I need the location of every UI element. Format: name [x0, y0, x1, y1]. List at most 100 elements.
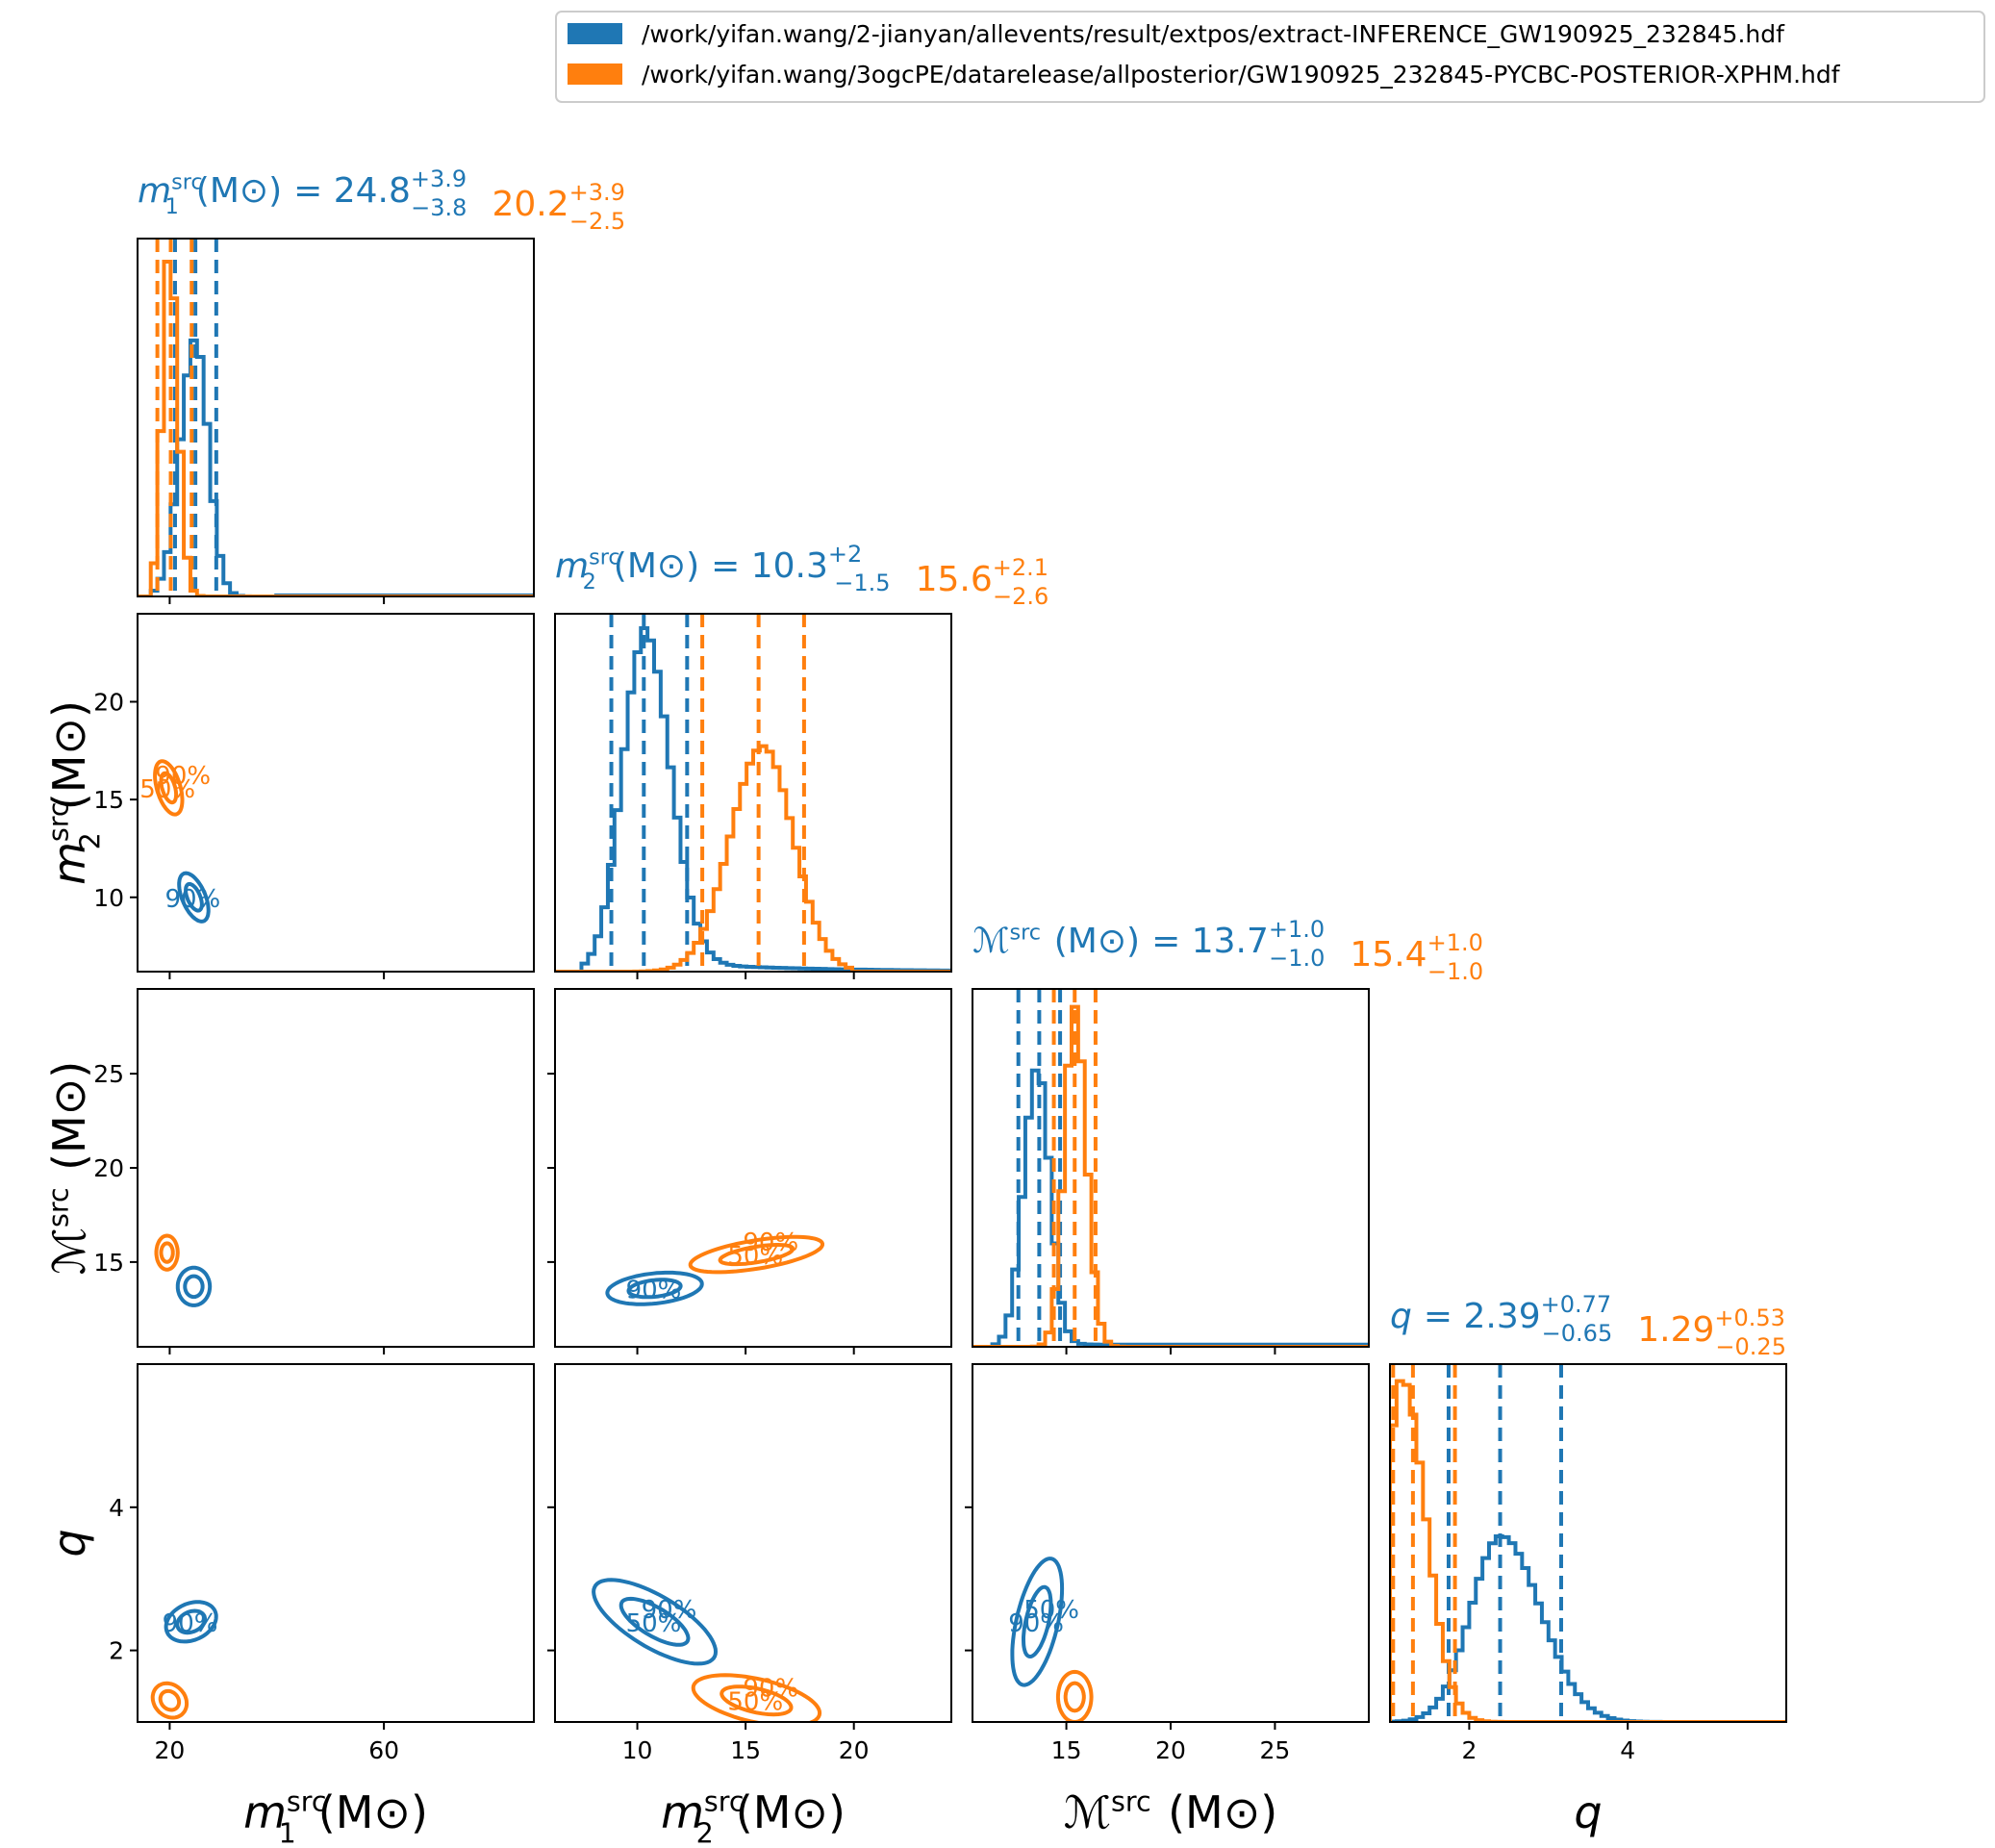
label-symbol: m — [555, 546, 589, 586]
title-median: 13.7 — [1192, 922, 1269, 961]
contour-label: 50% — [727, 1242, 783, 1271]
label-unit: (M⊙) — [1054, 922, 1140, 961]
title-plus: +3.9 — [411, 165, 467, 192]
title-median: 2.39 — [1463, 1297, 1540, 1336]
title-plus: +0.77 — [1541, 1291, 1612, 1318]
label-gap — [43, 1178, 95, 1187]
title-m1: msrc 1 (M⊙) = 24.8+3.9 −3.8 20.2+3.9 −2.5 — [138, 165, 625, 235]
title-mc: ℳsrc (M⊙) = 13.7+1.0 −1.0 15.4+1.0 −1.0 — [972, 916, 1483, 985]
label-unit: (M⊙) — [1168, 1786, 1277, 1838]
contour-50 — [158, 1688, 182, 1712]
xlabel-m2: msrc 2 (M⊙) — [661, 1786, 846, 1848]
panel-frame — [137, 1363, 535, 1723]
title-plus: +2 — [828, 541, 862, 568]
histogram-m2 — [555, 625, 951, 972]
y-tick-label: 10 — [93, 884, 124, 912]
contour-90 — [164, 1600, 218, 1644]
title-median: 15.6 — [916, 560, 993, 599]
panel-content: 90%50%90% — [139, 759, 220, 924]
title-plus: +1.0 — [1269, 916, 1325, 943]
panel-content: 90%50% — [1008, 1557, 1094, 1722]
contour-90 — [154, 1233, 180, 1272]
contour-label: 50% — [139, 775, 195, 804]
legend-label: /work/yifan.wang/2-jianyan/allevents/res… — [642, 20, 1785, 48]
x-tick-label: 25 — [1260, 1736, 1291, 1764]
panel-content — [154, 1233, 213, 1307]
label-gap — [43, 818, 95, 826]
contour-90 — [688, 1234, 824, 1275]
contour-90 — [177, 871, 211, 924]
label-symbol: q — [1574, 1786, 1602, 1838]
label-symbol: m — [661, 1786, 704, 1838]
y-tick-label: 2 — [109, 1637, 124, 1665]
contour-label: 90% — [743, 1675, 798, 1704]
label-sub: 1 — [165, 194, 179, 219]
ylabel-q: q — [43, 1529, 95, 1557]
label-unit: (M⊙) — [43, 1061, 95, 1171]
contour-90 — [592, 1578, 719, 1666]
panel-frame — [554, 1363, 952, 1723]
x-tick-label: 20 — [839, 1736, 870, 1764]
histogram-m1 — [138, 260, 534, 596]
contour-label: 90% — [163, 1609, 218, 1638]
title-median: 1.29 — [1637, 1310, 1714, 1350]
legend-swatch — [568, 23, 622, 44]
label-symbol: m — [243, 1786, 287, 1838]
xlabel-q: q — [1574, 1786, 1602, 1838]
title-equals: = — [711, 546, 751, 586]
title-q: q = 2.39+0.77 −0.65 1.29+0.53 −0.25 — [1390, 1291, 1786, 1360]
panel-frame — [554, 613, 952, 973]
contour-90 — [691, 1673, 822, 1722]
contour-50 — [159, 1241, 175, 1264]
label-gap — [1041, 922, 1048, 961]
label-sup: src — [287, 1786, 327, 1818]
title-minus: −1.5 — [834, 570, 890, 596]
title-minus: −2.6 — [993, 583, 1048, 610]
title-plus: +2.1 — [993, 554, 1048, 581]
contour-label: 90% — [164, 885, 220, 914]
label-unit: (M⊙) — [614, 546, 699, 586]
contour-label: 90% — [155, 762, 211, 791]
label-sup: src — [43, 801, 75, 842]
label-gap — [600, 546, 607, 586]
panel-content: 90%50%90% — [605, 1228, 824, 1306]
panel-frame — [137, 988, 535, 1348]
label-sup: src — [171, 169, 203, 194]
title-median: 15.4 — [1350, 935, 1427, 975]
x-tick-label: 60 — [368, 1736, 399, 1764]
contour-label: 90% — [642, 1596, 697, 1625]
title-equals: = — [293, 171, 334, 211]
label-sup: src — [1111, 1786, 1151, 1818]
histogram-mc — [972, 1068, 1369, 1347]
contour-label: 50% — [1023, 1596, 1079, 1625]
x-tick-label: 15 — [1051, 1736, 1082, 1764]
x-tick-label: 20 — [1155, 1736, 1186, 1764]
contour-50 — [626, 1278, 683, 1300]
y-tick-label: 20 — [93, 688, 124, 716]
contour-90 — [605, 1270, 704, 1306]
contour-50 — [183, 1274, 205, 1300]
ylabel-group: q — [43, 1529, 95, 1557]
ylabel-group: msrc2 (M⊙) — [43, 700, 107, 885]
title-equals: = — [1424, 1297, 1464, 1336]
y-tick-label: 25 — [93, 1060, 124, 1088]
title-median: 20.2 — [492, 185, 568, 224]
panel-m2-q: 50%90%50%90%10 15 20 — [547, 1363, 952, 1764]
ylabel-group: ℳsrc (M⊙) — [43, 1061, 95, 1275]
title-minus: −0.25 — [1715, 1333, 1786, 1360]
panel-m1-m1 — [137, 238, 535, 604]
label-gap — [1151, 1786, 1160, 1838]
contour-90 — [175, 1265, 213, 1307]
label-unit: (M⊙) — [736, 1786, 846, 1838]
histogram-mc — [972, 1004, 1369, 1347]
title-m2: msrc 2 (M⊙) = 10.3+2 −1.5 15.6+2.1 −2.6 — [555, 541, 1048, 610]
label-unit: (M⊙) — [196, 171, 282, 211]
label-unit: (M⊙) — [318, 1786, 428, 1838]
contour-90 — [1010, 1557, 1065, 1687]
contour-90 — [1055, 1669, 1094, 1722]
panel-content — [138, 239, 534, 596]
panel-m1-q: 90% 20 60 2 4 — [109, 1363, 535, 1764]
